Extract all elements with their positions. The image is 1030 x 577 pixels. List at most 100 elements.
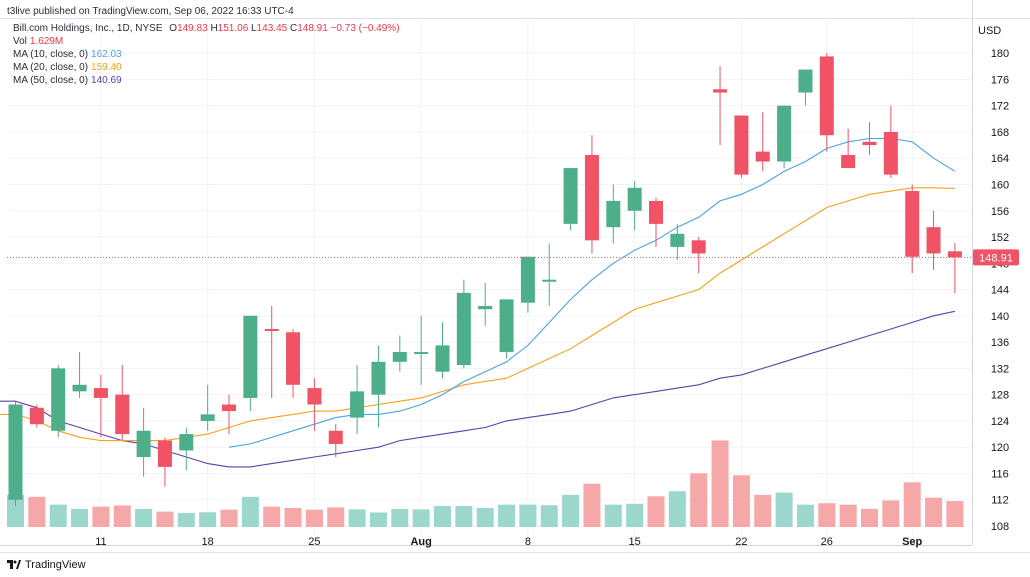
volume-bar[interactable] (711, 440, 729, 527)
legend-ma50-row[interactable]: MA (50, close, 0) 140.69 (13, 74, 400, 87)
volume-bar[interactable] (391, 508, 409, 527)
candle-body[interactable] (243, 315, 258, 398)
candle-body[interactable] (947, 251, 962, 258)
candle-body[interactable] (392, 351, 407, 362)
candle-body[interactable] (307, 388, 322, 405)
candle-body[interactable] (905, 191, 920, 257)
ma50-line[interactable] (0, 310, 956, 468)
candle-body[interactable] (264, 328, 279, 331)
candle-body[interactable] (414, 351, 429, 354)
legend-ma10-row[interactable]: MA (10, close, 0) 162.03 (13, 48, 400, 61)
volume-bar[interactable] (882, 500, 900, 527)
candle-body[interactable] (72, 384, 87, 392)
volume-bar[interactable] (668, 491, 686, 527)
tradingview-footer[interactable]: TradingView (7, 559, 86, 571)
volume-bar[interactable] (540, 505, 558, 527)
volume-bar[interactable] (348, 509, 366, 527)
volume-bar[interactable] (903, 482, 921, 527)
volume-bar[interactable] (861, 508, 878, 527)
candle-body[interactable] (649, 200, 663, 224)
volume-bar[interactable] (434, 506, 451, 527)
candle-body[interactable] (734, 115, 749, 175)
candle-body[interactable] (883, 131, 898, 175)
volume-bar[interactable] (498, 504, 516, 527)
volume-bar[interactable] (156, 511, 174, 527)
candle-body[interactable] (478, 305, 493, 310)
volume-bar[interactable] (71, 508, 89, 527)
candle-body[interactable] (222, 404, 236, 412)
volume-bar[interactable] (49, 504, 67, 527)
volume-bar[interactable] (7, 494, 24, 527)
ma10-line[interactable] (228, 137, 956, 448)
volume-bar[interactable] (732, 475, 750, 527)
candle-body[interactable] (371, 361, 386, 395)
candle-body[interactable] (670, 233, 685, 247)
volume-bar[interactable] (754, 494, 772, 527)
candle-body[interactable] (584, 154, 599, 241)
candle-body[interactable] (563, 168, 578, 224)
candle-body[interactable] (520, 256, 535, 303)
candle-body[interactable] (606, 200, 621, 228)
candle-body[interactable] (627, 187, 642, 211)
volume-bar[interactable] (604, 504, 622, 527)
candle-body[interactable] (157, 440, 172, 467)
volume-bar[interactable] (241, 496, 259, 527)
volume-bar[interactable] (92, 506, 110, 527)
candle-body[interactable] (200, 414, 215, 421)
candle-body[interactable] (115, 394, 130, 435)
candle-body[interactable] (93, 388, 108, 398)
candle-body[interactable] (499, 299, 514, 352)
volume-bar[interactable] (946, 501, 964, 527)
candle-body[interactable] (286, 332, 301, 385)
volume-bar[interactable] (284, 508, 302, 527)
candle-body[interactable] (755, 151, 770, 162)
candle-body[interactable] (798, 69, 813, 93)
candle-body[interactable] (926, 227, 941, 254)
symbol-title[interactable]: Bill.com Holdings, Inc., 1D, NYSE (13, 23, 163, 34)
legend-ma20-row[interactable]: MA (20, close, 0) 159.40 (13, 61, 400, 74)
candle-body[interactable] (435, 345, 450, 372)
volume-bar[interactable] (199, 512, 217, 527)
volume-bar[interactable] (177, 513, 195, 527)
volume-bar[interactable] (455, 506, 473, 527)
candle-body[interactable] (8, 404, 23, 500)
candle-body[interactable] (179, 434, 194, 451)
volume-bar[interactable] (220, 509, 238, 527)
volume-bar[interactable] (369, 512, 387, 527)
candle-body[interactable] (819, 56, 834, 136)
volume-bar[interactable] (583, 483, 601, 527)
volume-bar[interactable] (519, 504, 537, 527)
volume-bar[interactable] (925, 497, 943, 527)
volume-bar[interactable] (839, 504, 857, 527)
volume-bar[interactable] (775, 492, 793, 527)
candle-body[interactable] (777, 105, 792, 162)
candle-body[interactable] (136, 430, 151, 458)
legend-volume-row[interactable]: Vol 1.629M (13, 35, 400, 48)
volume-bar[interactable] (626, 503, 644, 527)
volume-bar[interactable] (412, 509, 430, 527)
candle-body[interactable] (841, 154, 856, 169)
candle-body[interactable] (350, 391, 365, 418)
volume-bar[interactable] (263, 506, 281, 527)
volume-bar[interactable] (28, 496, 46, 527)
volume-bar[interactable] (327, 507, 345, 527)
volume-bar[interactable] (818, 503, 836, 527)
volume-bar[interactable] (113, 505, 131, 527)
volume-bar[interactable] (305, 509, 323, 527)
candle-body[interactable] (51, 368, 66, 431)
volume-bar[interactable] (690, 473, 708, 527)
candle-body[interactable] (542, 279, 557, 282)
candle-body[interactable] (713, 89, 728, 93)
volume-bar[interactable] (647, 496, 665, 527)
candle-body[interactable] (29, 407, 44, 425)
volume-bar[interactable] (476, 508, 494, 527)
ma20-line[interactable] (0, 187, 955, 442)
candle-body[interactable] (328, 430, 343, 444)
volume-bar[interactable] (135, 508, 153, 527)
candle-body[interactable] (456, 292, 471, 366)
candle-body[interactable] (862, 141, 877, 146)
currency-label[interactable]: USD (978, 25, 1001, 37)
volume-bar[interactable] (562, 494, 580, 527)
volume-bar[interactable] (796, 504, 814, 527)
